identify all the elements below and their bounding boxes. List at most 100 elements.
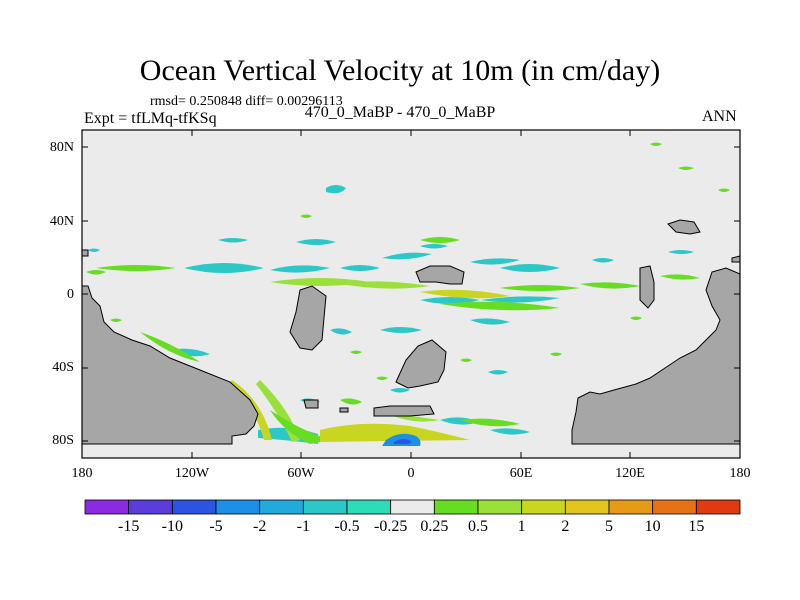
colorbar-swatch xyxy=(84,499,130,515)
velocity-patches xyxy=(86,142,730,446)
colorbar-swatch xyxy=(433,499,479,515)
patch xyxy=(550,352,562,356)
patch xyxy=(668,250,694,254)
land-island xyxy=(667,219,701,235)
lon-label: 60W xyxy=(287,466,315,481)
land-east-continent xyxy=(571,267,741,445)
colorbar-swatch xyxy=(390,499,435,515)
colorbar-label: 15 xyxy=(688,518,705,535)
patch xyxy=(660,274,700,280)
case-label: 470_0_MaBP - 470_0_MaBP xyxy=(304,104,496,121)
patch xyxy=(350,350,362,354)
patch xyxy=(340,265,380,271)
land-masses xyxy=(81,219,741,445)
land-island xyxy=(373,405,435,417)
colorbar-swatch xyxy=(346,499,392,515)
patch xyxy=(330,328,352,335)
land-west-continent xyxy=(81,285,259,445)
patch xyxy=(470,318,510,325)
colorbar-swatch xyxy=(477,499,523,515)
rmsd-diff-stats: rmsd= 0.250848 diff= 0.00296113 xyxy=(150,94,343,109)
patch xyxy=(460,358,472,362)
patch xyxy=(380,327,422,333)
colorbar-swatch xyxy=(608,499,654,515)
axis-ticks xyxy=(81,130,741,458)
lon-label: 60E xyxy=(509,466,533,481)
colorbar-swatch xyxy=(259,499,304,515)
colorbar-label: 10 xyxy=(644,518,661,535)
colorbar-label: -10 xyxy=(161,518,183,535)
patch xyxy=(340,398,362,405)
map-title: Ocean Vertical Velocity at 10m (in cm/da… xyxy=(139,54,661,87)
colorbar-swatch xyxy=(695,499,741,515)
colorbar-label: 5 xyxy=(605,518,613,535)
lon-label: 180 xyxy=(729,466,751,481)
patch xyxy=(394,439,412,444)
colorbar-label: -0.25 xyxy=(373,518,408,535)
patch xyxy=(420,244,448,249)
patch xyxy=(296,239,336,245)
colorbar-label: 0.25 xyxy=(420,518,449,535)
colorbar-label: 1 xyxy=(517,518,526,535)
colorbar xyxy=(84,499,741,515)
patch xyxy=(184,263,264,273)
land-island xyxy=(395,339,447,389)
colorbar-swatch xyxy=(521,499,566,515)
patch xyxy=(218,238,248,243)
patch xyxy=(440,301,560,311)
colorbar-swatch xyxy=(128,499,173,515)
patch xyxy=(96,265,176,271)
patch xyxy=(320,423,470,442)
patch xyxy=(460,418,520,427)
colorbar-label: -1 xyxy=(296,518,310,535)
colorbar-label: -15 xyxy=(117,518,140,535)
patch xyxy=(500,264,560,272)
patch xyxy=(490,428,530,435)
patch xyxy=(488,370,508,375)
patch xyxy=(420,289,510,299)
patch xyxy=(326,185,346,194)
lon-label: 120E xyxy=(615,466,645,481)
patch xyxy=(630,316,642,320)
land-island xyxy=(303,399,319,409)
colorbar-label: 0.5 xyxy=(468,518,488,535)
lon-label: 120W xyxy=(174,466,210,481)
land-island xyxy=(289,285,327,351)
colorbar-swatch xyxy=(564,499,610,515)
patch xyxy=(86,270,106,275)
patch xyxy=(270,410,330,444)
colorbar-swatch xyxy=(171,499,217,515)
colorbar-label: -0.5 xyxy=(334,518,360,535)
colorbar-swatch xyxy=(302,499,348,515)
patch xyxy=(480,296,560,303)
colorbar-label: 2 xyxy=(561,518,570,535)
colorbar-swatch xyxy=(215,499,261,515)
patch xyxy=(650,142,662,146)
patch xyxy=(382,252,432,260)
land-island xyxy=(415,265,465,285)
land-island xyxy=(339,407,349,413)
patch xyxy=(470,258,520,265)
patch xyxy=(592,258,614,263)
patch xyxy=(500,285,580,291)
colorbar-label: -5 xyxy=(209,518,223,535)
lat-label: 40S xyxy=(52,360,74,375)
patch xyxy=(300,214,312,218)
land-island xyxy=(81,249,89,257)
patch xyxy=(340,281,430,289)
land-island xyxy=(639,265,655,309)
lat-label: 40N xyxy=(49,214,74,229)
patch xyxy=(580,282,640,289)
patch xyxy=(140,332,200,362)
patch xyxy=(110,318,122,322)
lon-label: 180 xyxy=(71,466,93,481)
season-label: ANN xyxy=(702,108,737,125)
patch xyxy=(228,380,272,440)
experiment-label: Expt = tfLMq-tfKSq xyxy=(84,110,217,127)
lat-label: 0 xyxy=(67,287,74,302)
patch xyxy=(376,376,388,380)
lat-label: 80S xyxy=(52,433,74,448)
patch xyxy=(270,265,330,273)
patch xyxy=(88,248,100,252)
